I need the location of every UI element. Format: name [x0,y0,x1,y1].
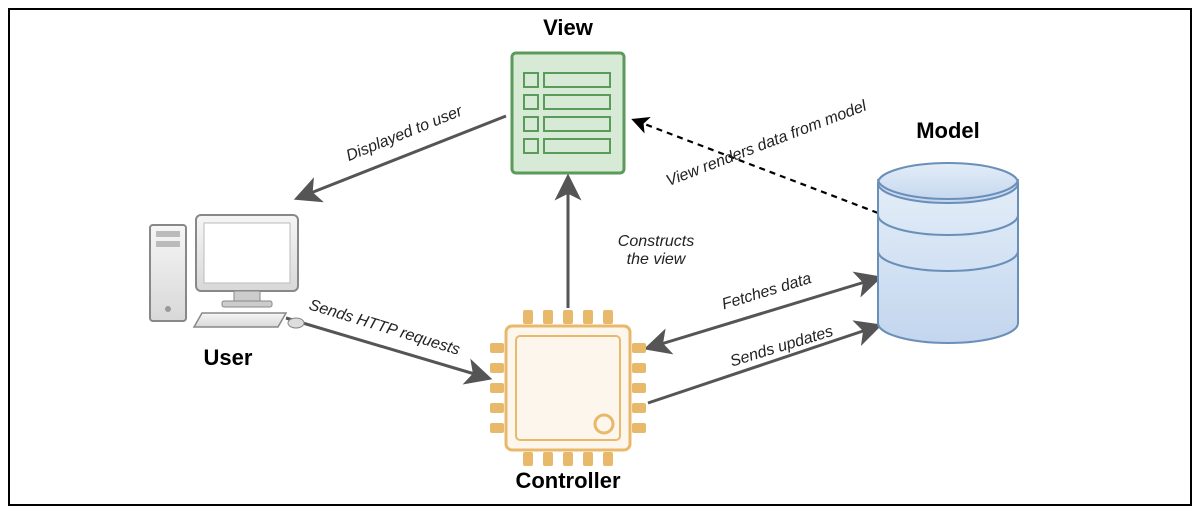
edge-label-user-to-controller: Sends HTTP requests [307,297,462,359]
user-label: User [204,345,253,370]
user-node [150,215,304,328]
controller-label: Controller [515,468,621,493]
model-label: Model [916,118,980,143]
edge-label-controller-model: Fetches data [720,270,814,313]
edge-label-model-to-view: View renders data from model [664,98,869,190]
controller-node [490,310,646,466]
edge-model-to-view [634,120,878,213]
model-node [878,163,1018,343]
mvc-diagram: UserViewControllerModelDisplayed to user… [8,8,1192,506]
view-label: View [543,15,594,40]
view-node [512,53,624,173]
edge-label-controller-to-view: Constructsthe view [618,233,694,268]
